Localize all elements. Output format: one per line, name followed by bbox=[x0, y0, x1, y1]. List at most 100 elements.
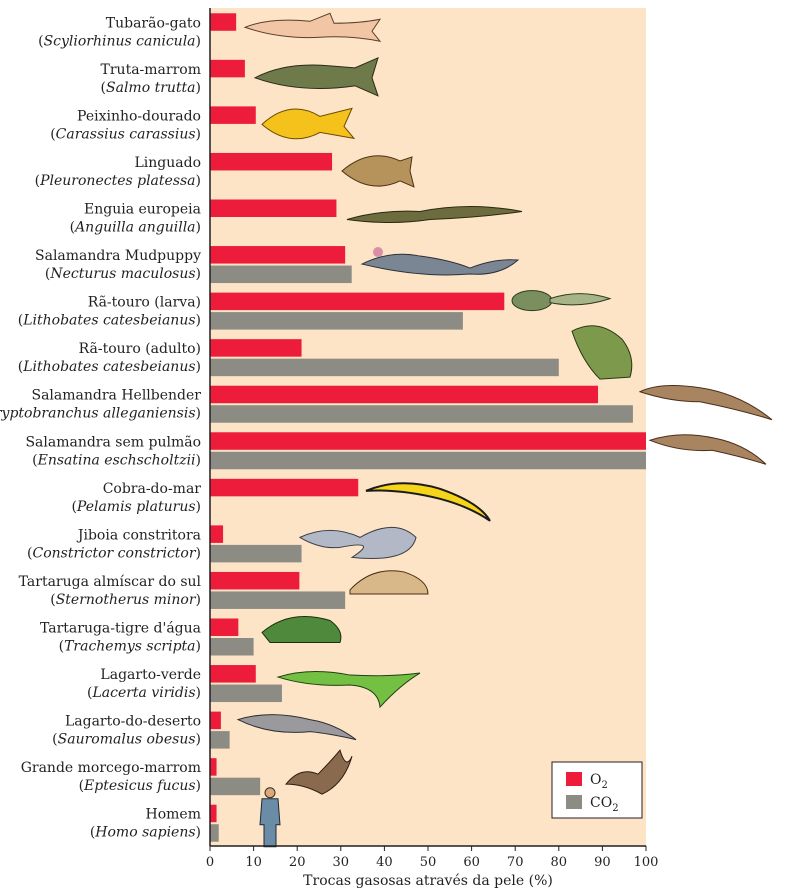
category-scientific-name: (Lacerta viridis) bbox=[87, 685, 201, 701]
bar-o2 bbox=[210, 478, 359, 497]
musk-turtle-icon bbox=[349, 570, 429, 595]
legend-co2-swatch bbox=[566, 795, 582, 809]
bar-o2 bbox=[210, 711, 221, 730]
category-scientific-name: (Anguilla anguilla) bbox=[70, 220, 201, 236]
animal-1 bbox=[253, 56, 379, 97]
animal-10 bbox=[365, 482, 491, 522]
category-name: Jiboia constritora bbox=[76, 527, 201, 543]
animal-2 bbox=[261, 107, 356, 140]
sea-snake-icon bbox=[365, 482, 491, 522]
green-lizard-icon bbox=[276, 671, 421, 709]
animal-6 bbox=[511, 290, 612, 312]
animal-11 bbox=[298, 527, 417, 559]
trout-icon bbox=[253, 56, 379, 97]
bar-o2 bbox=[210, 432, 646, 450]
scientific-name-italic: Cryptobranchus alleganiensis bbox=[0, 406, 196, 422]
x-tick-label: 40 bbox=[376, 855, 393, 870]
bars bbox=[210, 13, 646, 842]
legend-co2-sub: 2 bbox=[612, 803, 618, 814]
category-scientific-name: (Necturus maculosus) bbox=[45, 266, 201, 282]
bar-o2 bbox=[210, 59, 245, 78]
animal-4 bbox=[346, 206, 523, 223]
legend: O2 CO2 bbox=[551, 761, 643, 819]
category-name: Lagarto-do-deserto bbox=[65, 714, 201, 730]
category-scientific-name: (Scyliorhinus canicula) bbox=[38, 33, 201, 49]
mudpuppy-gills bbox=[373, 247, 383, 258]
category-labels: Tubarão-gato (Scyliorhinus canicula) Truta… bbox=[0, 15, 202, 840]
animal-9 bbox=[648, 434, 767, 465]
human-head bbox=[264, 787, 276, 799]
legend-co2-main: CO bbox=[590, 795, 612, 811]
bar-co2 bbox=[210, 544, 302, 563]
bar-o2 bbox=[210, 13, 237, 31]
bar-o2 bbox=[210, 292, 505, 311]
category-name: Enguia europeia bbox=[84, 202, 201, 218]
category-name: Lagarto-verde bbox=[100, 667, 201, 683]
x-tick-label: 0 bbox=[206, 855, 214, 870]
bar-o2 bbox=[210, 618, 239, 636]
category-scientific-name: (Eptesicus fucus) bbox=[79, 778, 201, 794]
eel-icon bbox=[346, 206, 523, 223]
animal-15 bbox=[236, 714, 357, 741]
x-tick-label: 60 bbox=[463, 855, 480, 870]
x-tick-label: 20 bbox=[289, 855, 306, 870]
flounder-icon bbox=[341, 155, 415, 188]
category-name: Tartaruga-tigre d'água bbox=[40, 621, 201, 637]
x-tick-label: 50 bbox=[420, 855, 437, 870]
legend-o2-label: O2 bbox=[590, 772, 608, 791]
category-scientific-name: (Pelamis platurus) bbox=[71, 499, 201, 515]
animal-0 bbox=[243, 12, 382, 43]
bar-co2 bbox=[210, 451, 646, 470]
bar-co2 bbox=[210, 824, 219, 842]
category-scientific-name: (Homo sapiens) bbox=[90, 825, 201, 841]
x-tick-label: 80 bbox=[551, 855, 568, 870]
animal-16 bbox=[284, 749, 353, 795]
scientific-name-italic: Eptesicus fucus bbox=[83, 778, 196, 794]
frog-icon bbox=[571, 325, 633, 380]
mudpuppy-icon bbox=[360, 253, 520, 276]
x-tick-label: 10 bbox=[245, 855, 262, 870]
category-scientific-name: (Carassius carassius) bbox=[50, 126, 201, 142]
bar-o2 bbox=[210, 804, 217, 823]
shark-icon bbox=[243, 12, 382, 43]
category-scientific-name: (Sauromalus obesus) bbox=[52, 732, 201, 748]
animal-illustrations bbox=[236, 12, 773, 848]
scientific-name-italic: Necturus maculosus bbox=[49, 266, 195, 282]
tadpole-icon bbox=[511, 290, 553, 312]
category-name: Rã-touro (adulto) bbox=[79, 341, 201, 357]
x-tick-label: 30 bbox=[333, 855, 350, 870]
scientific-name-italic: Ensatina eschscholtzii bbox=[37, 452, 196, 468]
bar-o2 bbox=[210, 665, 256, 683]
category-name: Cobra-do-mar bbox=[103, 481, 202, 497]
category-name: Tubarão-gato bbox=[106, 15, 201, 31]
scientific-name-italic: Constrictor constrictor bbox=[33, 545, 197, 561]
x-tick-label: 100 bbox=[634, 855, 659, 870]
animal-13 bbox=[261, 616, 342, 643]
category-name: Grande morcego-marrom bbox=[21, 760, 201, 776]
category-name: Homem bbox=[146, 807, 201, 823]
category-scientific-name: (Constrictor constrictor) bbox=[27, 545, 201, 561]
scientific-name-italic: Lithobates catesbeianus bbox=[22, 313, 195, 329]
category-name: Rã-touro (larva) bbox=[88, 295, 201, 311]
bar-o2 bbox=[210, 571, 300, 590]
scientific-name-italic: Sternotherus minor bbox=[56, 592, 197, 608]
category-name: Salamandra Hellbender bbox=[31, 388, 201, 404]
legend-o2-main: O bbox=[590, 772, 601, 788]
x-axis: 0 10 20 30 40 50 60 70 80 90 100 bbox=[206, 8, 659, 870]
scientific-name-italic: Pelamis platurus bbox=[76, 499, 196, 515]
legend-o2-swatch bbox=[566, 772, 582, 786]
category-name: Salamandra Mudpuppy bbox=[35, 248, 201, 264]
salamander-icon bbox=[648, 434, 767, 465]
animal-8 bbox=[638, 384, 773, 421]
plot-background bbox=[210, 8, 646, 846]
bar-o2 bbox=[210, 106, 256, 124]
animal-12 bbox=[349, 570, 429, 595]
scientific-name-italic: Trachemys scripta bbox=[64, 639, 195, 655]
category-scientific-name: (Ensatina eschscholtzii) bbox=[32, 452, 201, 468]
boa-icon bbox=[298, 527, 417, 559]
bar-o2 bbox=[210, 758, 217, 776]
scientific-name-italic: Pleuronectes platessa bbox=[39, 173, 195, 189]
hellbender-icon bbox=[638, 384, 773, 421]
scientific-name-italic: Lacerta viridis bbox=[91, 685, 195, 701]
